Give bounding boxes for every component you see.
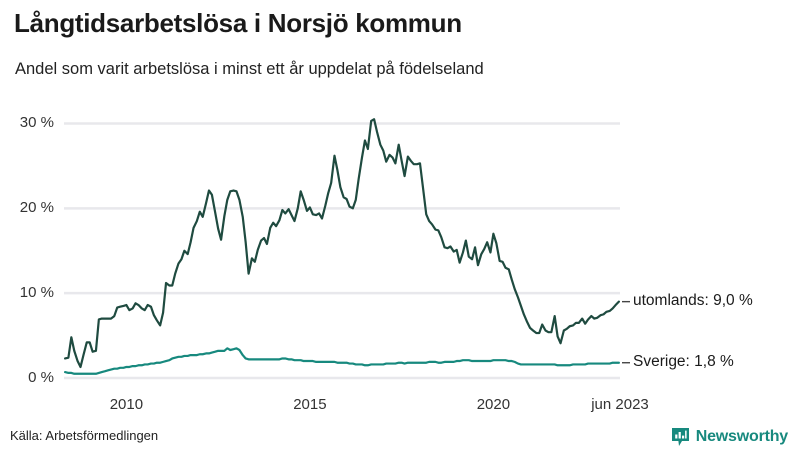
y-tick-label: 20 % bbox=[19, 199, 54, 217]
newsworthy-logo: Newsworthy bbox=[671, 427, 788, 447]
y-tick-label: 10 % bbox=[19, 284, 54, 302]
label-connectors bbox=[622, 300, 630, 364]
page-title: Långtidsarbetslösa i Norsjö kommun bbox=[14, 8, 462, 38]
y-tick-label: 30 % bbox=[19, 114, 54, 132]
x-tick-label: 2010 bbox=[109, 396, 144, 413]
bar-chart-icon bbox=[671, 428, 689, 446]
x-tick-label: jun 2023 bbox=[591, 396, 649, 413]
series-line-Sverige bbox=[63, 347, 621, 375]
series-line-utomlands bbox=[63, 118, 621, 369]
series-lines bbox=[63, 118, 621, 375]
y-tick-label: 0 % bbox=[28, 369, 54, 386]
source-note: Källa: Arbetsförmedlingen bbox=[10, 428, 159, 443]
x-tick-label: 2020 bbox=[476, 396, 511, 413]
x-tick-label: 2015 bbox=[293, 396, 327, 413]
gridlines bbox=[64, 122, 620, 380]
series-label-sverige: Sverige: 1,8 % bbox=[633, 352, 734, 370]
series-label-utomlands: utomlands: 9,0 % bbox=[633, 291, 753, 309]
page-subtitle: Andel som varit arbetslösa i minst ett å… bbox=[15, 60, 484, 78]
logo-wordmark: Newsworthy bbox=[695, 428, 788, 445]
